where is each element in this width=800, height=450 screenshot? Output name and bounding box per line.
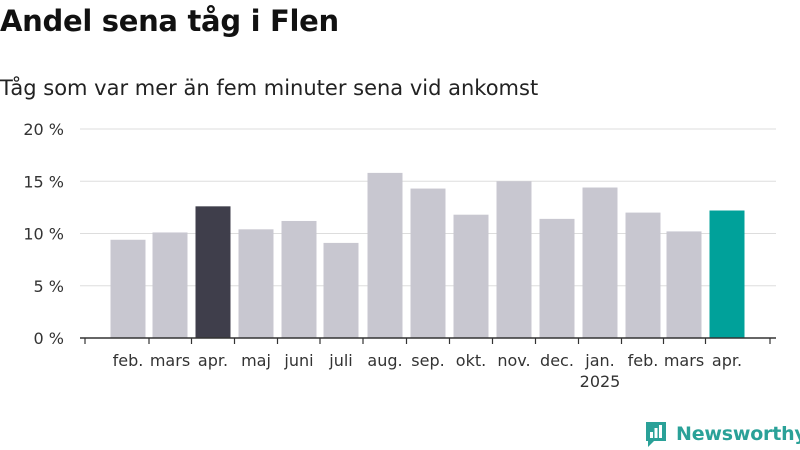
x-tick-label: nov.: [497, 351, 530, 370]
y-tick-label: 10 %: [23, 225, 64, 244]
bar: [709, 210, 745, 338]
y-tick-label: 15 %: [23, 172, 64, 191]
x-tick-label: sep.: [411, 351, 444, 370]
x-tick-label: aug.: [367, 351, 402, 370]
bar: [625, 212, 661, 338]
x-tick-label: apr.: [712, 351, 742, 370]
bar-chart: 0 % 5 % 10 % 15 % 20 % feb. mars apr. maj juni ju…: [23, 120, 776, 391]
x-axis: feb. mars apr. maj juni juli aug. sep. okt. nov. d…: [80, 337, 776, 391]
x-tick-label: feb.: [113, 351, 144, 370]
y-tick-label: 5 %: [34, 277, 64, 296]
x-tick-label: juni: [283, 351, 313, 370]
x-tick-label: juli: [328, 351, 352, 370]
x-tick-label: dec.: [540, 351, 574, 370]
bar: [539, 218, 575, 338]
y-tick-label: 0 %: [34, 329, 64, 348]
bar: [238, 229, 274, 338]
x-tick-label: jan.: [584, 351, 614, 370]
bar: [323, 242, 359, 338]
x-tick-label: feb.: [628, 351, 659, 370]
x-tick-label: mars: [150, 351, 190, 370]
bar: [195, 206, 231, 338]
bar: [496, 181, 532, 338]
bar: [110, 239, 146, 338]
y-axis-tick-labels: 0 % 5 % 10 % 15 % 20 %: [23, 120, 64, 348]
chart-speech-bubble-icon: [646, 422, 666, 447]
x-tick-label: mars: [664, 351, 704, 370]
y-tick-label: 20 %: [23, 120, 64, 139]
newsworthy-logo: Newsworthy: [644, 420, 800, 448]
x-tick-label: okt.: [456, 351, 486, 370]
bar: [367, 172, 403, 338]
bar: [666, 231, 702, 338]
bar: [410, 188, 446, 338]
bar: [281, 220, 317, 338]
x-year-label: 2025: [580, 372, 621, 391]
chart-title: Andel sena tåg i Flen: [0, 4, 339, 38]
x-tick-label: maj: [241, 351, 271, 370]
bar: [152, 232, 188, 338]
bars: [110, 172, 745, 338]
chart-subtitle: Tåg som var mer än fem minuter sena vid …: [0, 76, 539, 100]
brand-name: Newsworthy: [676, 423, 800, 445]
x-tick-label: apr.: [198, 351, 228, 370]
bar: [582, 187, 618, 338]
bar: [453, 214, 489, 338]
